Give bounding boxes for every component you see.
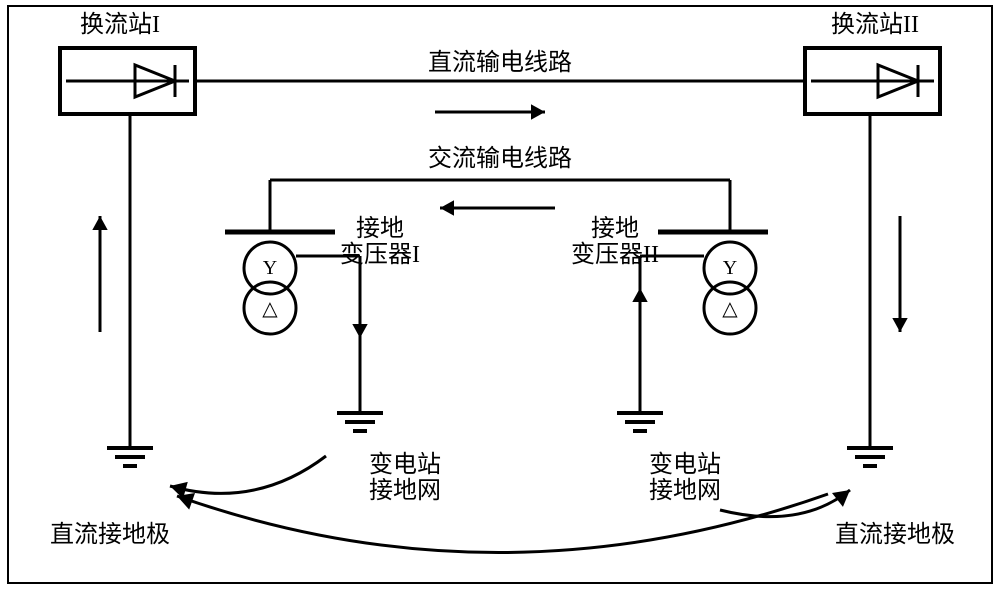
substation-ground-left-label2: 接地网 — [369, 477, 441, 504]
curve-right-dc-to-left-dc — [177, 494, 828, 553]
xfmr-1-wye: Y — [263, 257, 277, 279]
dc-line-arrow-head — [531, 104, 545, 119]
xfmr-1-label1: 接地 — [356, 215, 404, 242]
converter-2-label: 换流站II — [831, 11, 919, 38]
substation-ground-right-label1: 变电站 — [649, 451, 721, 478]
dc-ground-left-label: 直流接地极 — [50, 521, 170, 548]
xfmr-2-delta: △ — [722, 298, 738, 320]
curve-sub-to-right-dc-head — [832, 490, 850, 507]
dc-return-right-arrow-head — [892, 318, 907, 332]
ac-line-label: 交流输电线路 — [428, 145, 572, 172]
dc-ground-right-label: 直流接地极 — [835, 521, 955, 548]
substation-ground-right-label2: 接地网 — [649, 477, 721, 504]
substation-ground-left-label1: 变电站 — [369, 451, 441, 478]
curve-sub-to-left-dc — [170, 456, 326, 493]
xfmr-1-delta: △ — [262, 298, 278, 320]
ac-line-arrow-head — [440, 200, 454, 215]
xfmr-2-label1: 接地 — [591, 215, 639, 242]
xfmr-2-wye: Y — [723, 257, 737, 279]
converter-1-label: 换流站I — [80, 11, 160, 38]
xfmr-1-tap-arrow-head — [352, 324, 367, 338]
curve-sub-to-right-dc — [720, 490, 850, 517]
xfmr-2-tap-arrow-head — [632, 288, 647, 302]
dc-line-label: 直流输电线路 — [428, 49, 572, 76]
dc-return-left-arrow-head — [92, 216, 107, 230]
